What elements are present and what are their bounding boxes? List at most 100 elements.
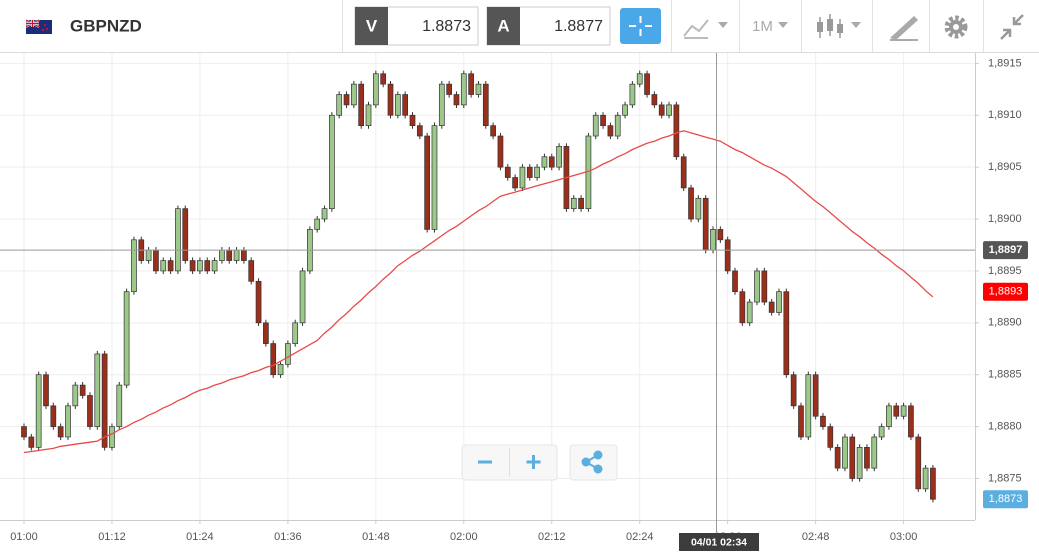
candle-body — [438, 83, 445, 126]
crosshair-time-box — [679, 533, 759, 551]
candle-body — [211, 260, 218, 272]
candle-body — [578, 197, 584, 210]
share-button[interactable] — [581, 450, 603, 474]
candle-body — [776, 291, 782, 313]
crosshair-price-label: 1,8897 — [989, 244, 1023, 256]
candle-body — [468, 73, 474, 95]
zoom-out-button[interactable] — [478, 460, 492, 464]
candle-style-button[interactable] — [817, 14, 861, 38]
y-tick-label: 1,8890 — [988, 317, 1022, 329]
candle-body — [600, 114, 606, 126]
candle-body — [131, 239, 137, 293]
candle-body — [666, 104, 672, 116]
y-tick-label: 1,8900 — [988, 213, 1022, 225]
candle-body — [673, 104, 680, 158]
candle-body — [900, 405, 907, 417]
candle-body — [182, 208, 189, 261]
candle-body — [820, 415, 826, 427]
settings-button[interactable] — [944, 15, 968, 39]
crosshair-button[interactable] — [620, 8, 661, 44]
candle-body — [812, 374, 819, 417]
candle-body — [688, 187, 694, 220]
candle-body — [497, 135, 504, 168]
candle-body — [197, 260, 203, 272]
x-tick-label: 02:12 — [538, 531, 566, 543]
crosshair-price-box — [983, 241, 1028, 260]
price-badge-label: 1,8873 — [989, 493, 1023, 505]
candle-body — [189, 260, 196, 272]
candle-body — [556, 146, 562, 168]
candle-body — [109, 426, 115, 448]
candle-body — [145, 249, 152, 261]
candle-body — [512, 177, 518, 189]
chart-type-button[interactable] — [683, 19, 728, 39]
candle-body — [761, 270, 768, 303]
candle-body — [116, 384, 123, 427]
candle-body — [878, 426, 885, 438]
candle-body — [871, 436, 878, 469]
candle-body — [834, 447, 841, 469]
candle-body — [827, 426, 834, 448]
candle-body — [629, 83, 636, 106]
candle-body — [717, 229, 724, 241]
candle-body — [65, 405, 71, 438]
x-tick-label: 02:48 — [802, 531, 830, 543]
candle-body — [482, 83, 489, 126]
candle-body — [504, 166, 511, 178]
candle-body — [241, 249, 247, 261]
plot — [0, 70, 975, 503]
y-tick-label: 1,8910 — [988, 109, 1022, 121]
zoom-in-button[interactable] — [526, 455, 541, 469]
candle-body — [175, 208, 181, 272]
candle-body — [790, 374, 797, 407]
candle-body — [732, 270, 738, 293]
candle-body — [475, 83, 482, 95]
candle-body — [886, 405, 892, 427]
candle-body — [394, 94, 401, 116]
candle-body — [79, 384, 86, 396]
candle-body — [658, 104, 665, 116]
flag-icon — [25, 19, 52, 34]
y-tick-label: 1,8905 — [988, 161, 1022, 173]
y-tick-label: 1,8875 — [988, 472, 1022, 484]
candle-body — [372, 73, 379, 106]
candle-body — [431, 125, 438, 230]
candle-body — [329, 114, 335, 210]
y-tick-label: 1,8915 — [988, 57, 1022, 69]
x-tick-label: 02:24 — [626, 531, 654, 543]
candle-body — [57, 426, 64, 438]
ask-price: 1.8877 — [554, 18, 603, 35]
bid-price: 1.8873 — [422, 18, 471, 35]
candle-body — [72, 384, 79, 407]
candle-body — [299, 270, 306, 324]
candle-body — [314, 218, 321, 230]
x-tick-label: 01:24 — [186, 531, 214, 543]
candle-body — [233, 249, 240, 261]
candle-body — [50, 405, 57, 427]
ask-label: A — [497, 16, 509, 35]
candle-body — [94, 353, 101, 427]
candle-body — [365, 104, 372, 126]
moving-average — [23, 130, 934, 454]
candle-body — [248, 260, 255, 282]
x-tick-label: 01:12 — [98, 531, 126, 543]
candle-body — [783, 291, 790, 376]
x-tick-label: 03:00 — [890, 531, 918, 543]
price-badge-label: 1,8893 — [989, 286, 1023, 298]
symbol[interactable]: GBPNZD — [70, 16, 142, 35]
candle-body — [351, 83, 357, 106]
collapse-button[interactable] — [1000, 14, 1024, 40]
crosshair-time-label: 04/01 02:34 — [691, 536, 747, 548]
candle-body — [101, 353, 108, 448]
candle-body — [519, 166, 526, 189]
candle-body — [292, 322, 299, 344]
draw-tools-button[interactable] — [890, 16, 918, 41]
candle-body — [636, 73, 643, 85]
candle-body — [343, 94, 350, 106]
candle-body — [285, 343, 291, 365]
candle-body — [622, 104, 628, 116]
candle-body — [263, 322, 269, 344]
timeframe[interactable]: 1M — [752, 18, 773, 35]
candle-body — [570, 197, 577, 210]
candle-body — [35, 374, 42, 448]
